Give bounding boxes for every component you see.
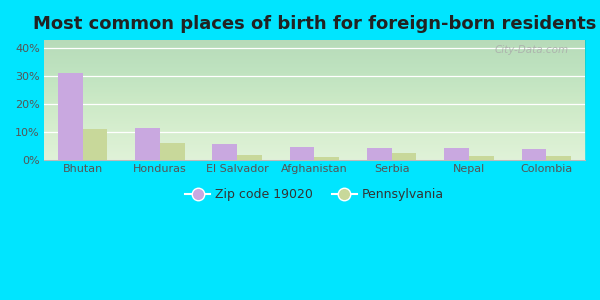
Bar [237, 155, 262, 160]
Title: Most common places of birth for foreign-born residents: Most common places of birth for foreign-… [33, 15, 596, 33]
Bar [469, 156, 494, 160]
Bar [445, 148, 469, 160]
Bar [212, 144, 237, 160]
Text: City-Data.com: City-Data.com [494, 45, 569, 55]
Bar [290, 147, 314, 160]
Bar [521, 149, 547, 160]
Bar [160, 143, 185, 160]
Bar [135, 128, 160, 160]
Bar [367, 148, 392, 160]
Bar [392, 153, 416, 160]
Bar [58, 74, 83, 160]
Bar [83, 129, 107, 160]
Legend: Zip code 19020, Pennsylvania: Zip code 19020, Pennsylvania [180, 183, 449, 206]
Bar [547, 156, 571, 160]
Bar [314, 157, 339, 160]
